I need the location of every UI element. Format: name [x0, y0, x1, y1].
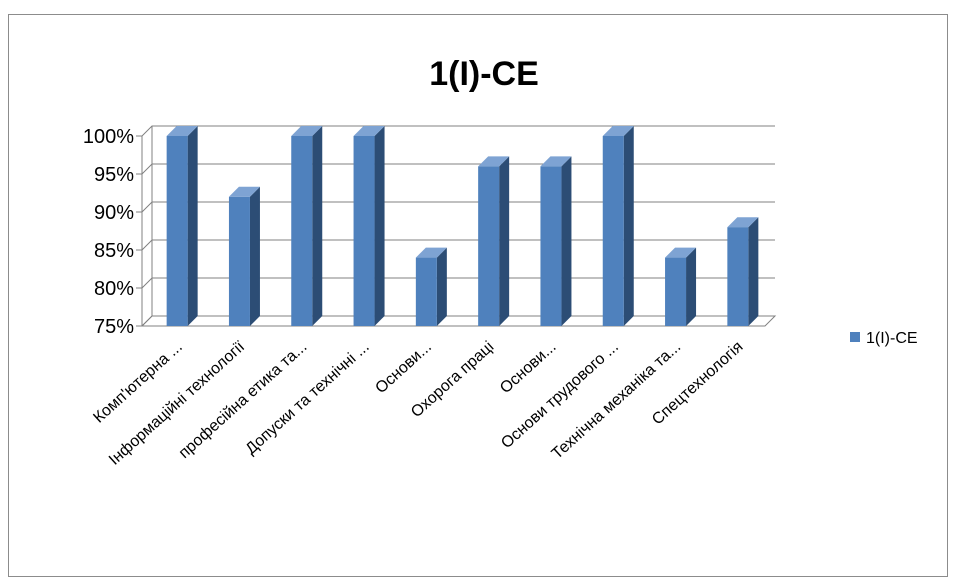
- gridline: [136, 125, 775, 137]
- chart-title: 1(I)-CE: [429, 55, 539, 93]
- bar-side: [623, 126, 634, 326]
- bar-side: [249, 186, 260, 326]
- legend: 1(I)-CE: [850, 330, 918, 347]
- gridlines: [136, 125, 775, 327]
- x-tick-label: Допуски та технічні ...: [243, 338, 373, 458]
- bar: [415, 247, 447, 326]
- bar-side: [499, 156, 510, 326]
- y-tick-label: 85%: [94, 240, 134, 262]
- bar-front: [602, 136, 624, 326]
- bar-top: [353, 126, 385, 136]
- bar-front: [228, 196, 250, 326]
- legend-swatch: [850, 332, 860, 342]
- x-axis-labels: Комп'ютерна ...Інформаційні технологіїпр…: [90, 338, 746, 469]
- bar-top: [478, 156, 510, 167]
- x-tick-label: Технічна механіка та...: [549, 338, 685, 462]
- bar-top: [291, 126, 323, 136]
- bar-side: [374, 126, 385, 326]
- gridline: [136, 239, 775, 251]
- bar-top: [228, 186, 260, 197]
- x-tick-label: професійна етика та...: [176, 338, 311, 462]
- y-tick-label: 75%: [94, 316, 134, 338]
- y-axis-ticks: 75% 80% 85% 90% 95% 100%: [83, 126, 134, 338]
- bar: [166, 126, 198, 326]
- bar-top: [166, 126, 198, 136]
- bar-top: [540, 156, 572, 167]
- bar-front: [540, 166, 562, 326]
- gridline: [136, 201, 775, 213]
- bar: [665, 247, 697, 326]
- x-tick-label: Основи...: [497, 338, 560, 397]
- x-tick-label: Основи...: [372, 338, 435, 397]
- bar-front: [291, 136, 313, 326]
- bar-top: [602, 126, 634, 136]
- bars: [166, 126, 759, 326]
- bar-side: [187, 126, 198, 326]
- bar-front: [353, 136, 375, 326]
- bar: [353, 126, 385, 326]
- chart-frame: 1(I)-CE 75% 80% 85% 90% 95% 100% Комп'ютерна …: [8, 14, 948, 577]
- bar-side: [561, 156, 572, 326]
- bar: [478, 156, 510, 326]
- bar-top: [727, 217, 759, 228]
- bar-front: [415, 257, 437, 326]
- bar-front: [665, 257, 687, 326]
- gridline: [136, 277, 775, 289]
- bar-side: [686, 247, 697, 326]
- bar-top: [415, 247, 447, 258]
- y-tick-label: 90%: [94, 202, 134, 224]
- bar-chart: 1(I)-CE 75% 80% 85% 90% 95% 100% Комп'ютерна …: [83, 55, 918, 469]
- gridline: [136, 315, 775, 327]
- bar-side: [748, 217, 759, 326]
- bar-front: [478, 166, 500, 326]
- cropped-heading-fragment: [0, 0, 959, 8]
- bar: [228, 186, 260, 326]
- bar: [291, 126, 323, 326]
- bar-side: [312, 126, 323, 326]
- bar-top: [665, 247, 697, 258]
- bar-front: [727, 227, 749, 326]
- bar: [602, 126, 634, 326]
- legend-label: 1(I)-CE: [866, 330, 918, 347]
- bar: [540, 156, 572, 326]
- y-tick-label: 95%: [94, 164, 134, 186]
- bar-front: [166, 136, 188, 326]
- bar-side: [436, 247, 447, 326]
- bar: [727, 217, 759, 326]
- x-tick-label: Основи трудового ...: [498, 338, 622, 452]
- y-tick-label: 80%: [94, 278, 134, 300]
- gridline: [136, 163, 775, 175]
- y-tick-label: 100%: [83, 126, 134, 148]
